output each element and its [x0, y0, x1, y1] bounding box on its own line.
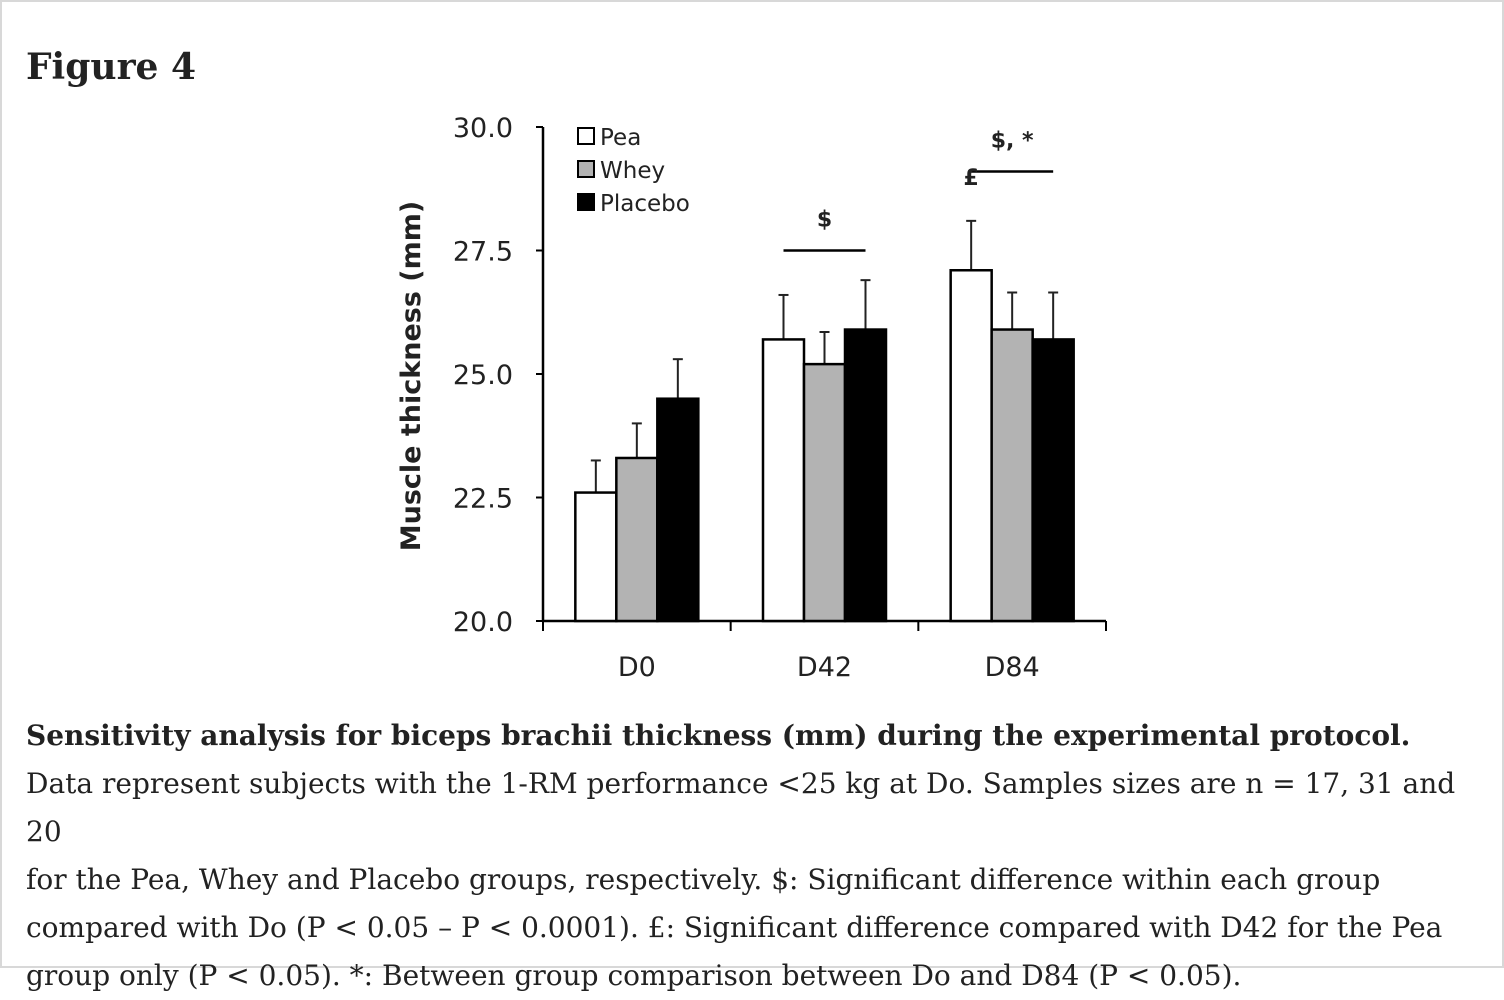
figure-panel [0, 0, 1504, 968]
legend-swatch-pea [577, 127, 595, 145]
significance-label: £ [964, 166, 979, 191]
y-tick-label: 30.0 [453, 113, 513, 144]
caption-line: compared with Do (P < 0.05 – P < 0.0001)… [26, 911, 1443, 944]
caption-line: for the Pea, Whey and Placebo groups, re… [26, 863, 1381, 896]
bar-pea [761, 338, 806, 623]
legend-label: Placebo [600, 191, 690, 217]
figure-caption: Sensitivity analysis for biceps brachii … [26, 712, 1476, 1000]
bar-placebo [843, 328, 888, 623]
legend-label: Pea [600, 125, 641, 151]
significance-label: $, * [991, 128, 1034, 153]
y-tick-label: 27.5 [453, 237, 513, 268]
bar-placebo [656, 397, 700, 623]
caption-line: Data represent subjects with the 1-RM pe… [26, 767, 1456, 848]
x-tick-label: D84 [985, 652, 1040, 683]
y-axis-title: Muscle thickness (mm) [396, 201, 427, 552]
y-tick-label: 25.0 [453, 360, 513, 391]
y-tick-label: 20.0 [453, 607, 513, 638]
figure-title: Figure 4 [26, 46, 197, 88]
bar-pea [949, 269, 993, 623]
caption-title: Sensitivity analysis for biceps brachii … [26, 719, 1411, 752]
caption-line: group only (P < 0.05). *: Between group … [26, 959, 1242, 992]
bar-chart: 20.0 22.5 25.0 27.5 30.0 D0 D42 D84 Muscle thick… [396, 113, 1107, 683]
legend-swatch-whey [577, 160, 595, 178]
y-tick-label: 22.5 [453, 484, 513, 515]
legend-swatch-placebo [577, 193, 595, 211]
x-tick-label: D0 [618, 652, 656, 683]
bar-whey [802, 362, 847, 623]
x-tick-label: D42 [797, 652, 852, 683]
significance-label: $ [817, 208, 832, 233]
bar-placebo [1031, 338, 1075, 623]
bar-whey [990, 328, 1034, 623]
bar-pea [574, 491, 618, 623]
bar-whey [615, 456, 659, 623]
legend-label: Whey [600, 158, 665, 184]
